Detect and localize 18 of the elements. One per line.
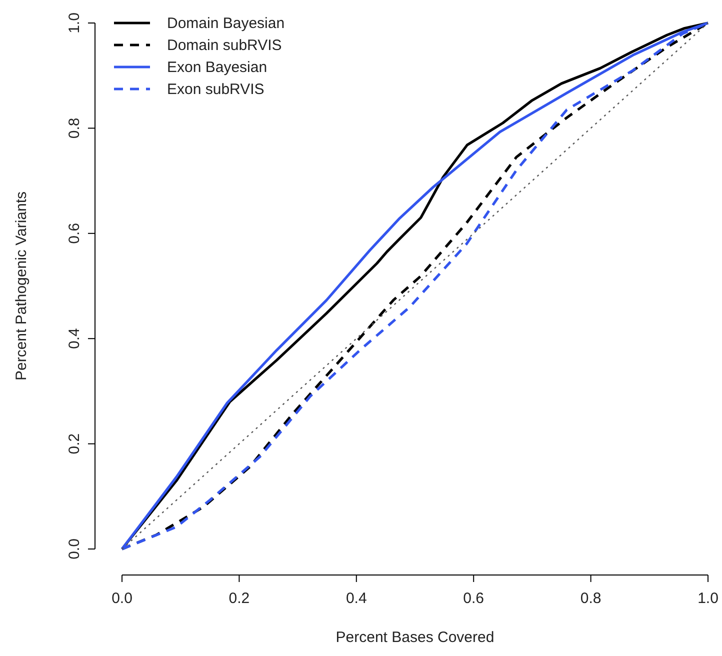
legend-label: Domain Bayesian: [167, 15, 285, 32]
legend-label: Exon subRVIS: [167, 81, 264, 98]
x-tick-label: 1.0: [698, 590, 718, 607]
x-tick-label: 0.4: [346, 590, 367, 607]
x-tick-label: 0.6: [463, 590, 484, 607]
y-tick-label: 0.2: [66, 433, 83, 454]
x-tick-label: 0.8: [580, 590, 602, 607]
x-tick-label: 0.2: [228, 590, 250, 607]
y-tick-label: 0.8: [66, 118, 83, 139]
y-tick-label: 0.0: [66, 538, 83, 560]
legend-label: Exon Bayesian: [167, 59, 268, 76]
y-tick-label: 1.0: [66, 12, 83, 34]
x-axis-title: Percent Bases Covered: [336, 629, 494, 646]
legend-label: Domain subRVIS: [167, 37, 282, 54]
y-axis-title: Percent Pathogenic Variants: [13, 191, 30, 381]
x-tick-label: 0.0: [112, 590, 132, 607]
y-tick-label: 0.4: [66, 328, 83, 350]
y-tick-label: 0.6: [66, 222, 83, 244]
